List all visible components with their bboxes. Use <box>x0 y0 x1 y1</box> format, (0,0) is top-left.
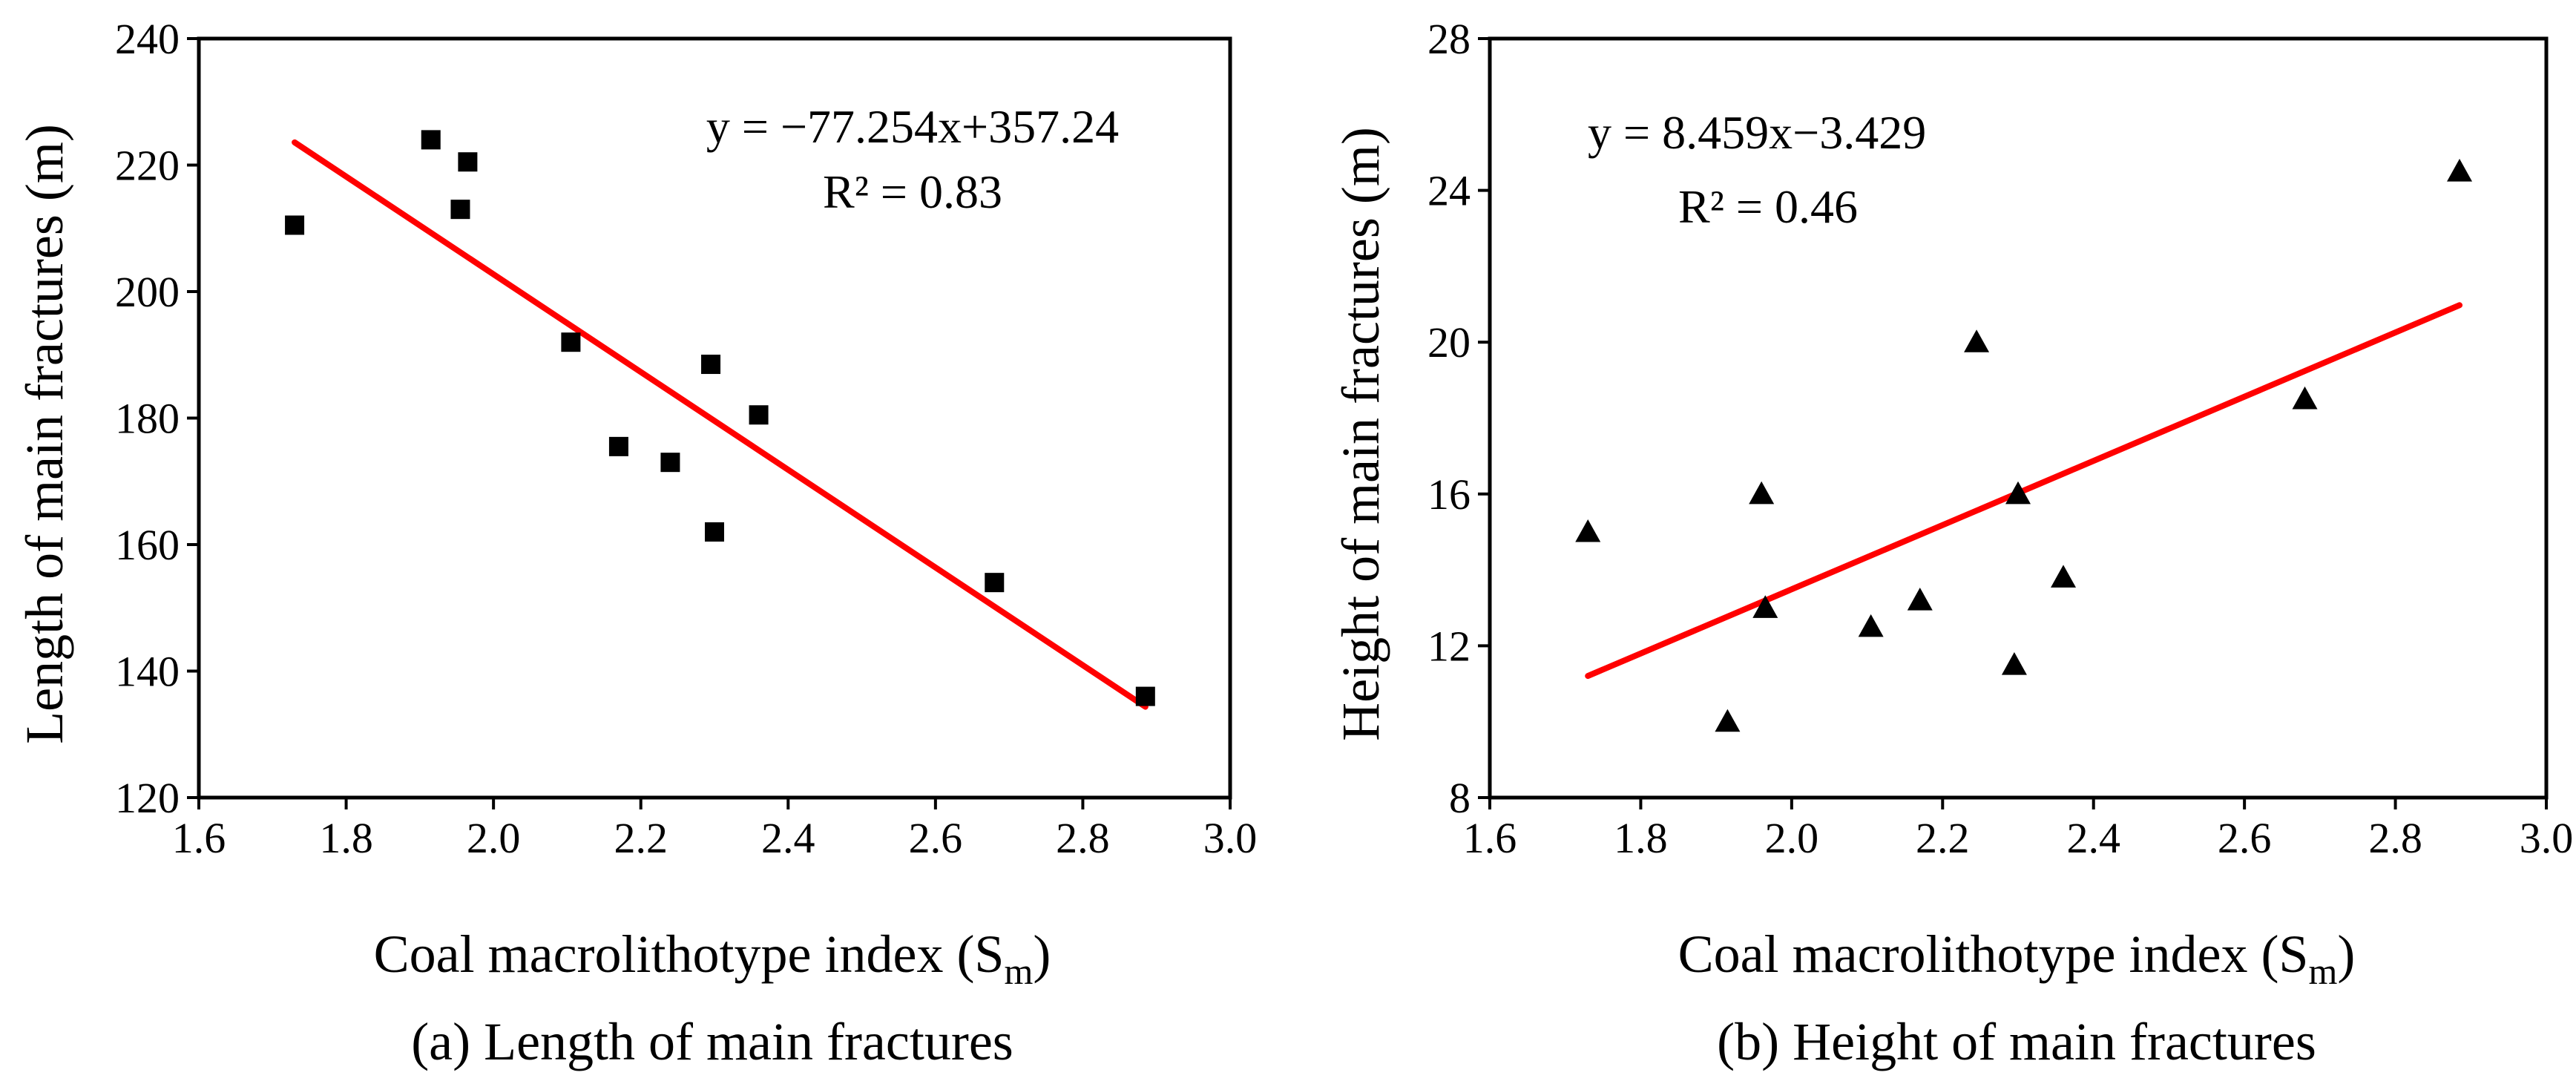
panel-a-r-squared: R² = 0.83 <box>823 165 1002 218</box>
panel-b-y-tick-label: 20 <box>1427 318 1471 367</box>
panel-a-y-tick-label: 120 <box>115 774 180 822</box>
panel-a-fit-line <box>292 139 1149 710</box>
panel-b-caption: (b) Height of main fractures <box>1717 1012 2316 1071</box>
panel-b-y-tick-label: 12 <box>1427 622 1471 670</box>
panel-b-data-point <box>1858 614 1884 637</box>
panel-a-data-point <box>749 405 769 425</box>
panel-b-x-tick-label: 1.8 <box>1614 814 1668 862</box>
panel-a-equation: y = −77.254x+357.24 <box>706 100 1119 153</box>
panel-b-data-point <box>2447 159 2473 182</box>
panel-a-data-point <box>285 215 305 235</box>
panel-b-equation: y = 8.459x−3.429 <box>1588 106 1926 159</box>
panel-a-y-tick-label: 140 <box>115 648 180 696</box>
panel-b-x-tick-label: 1.6 <box>1463 814 1517 862</box>
panel-a-length: 1.6 1.8 2.0 2.2 2.4 2.6 2.8 3.0 120 140 160 180 200 2… <box>15 15 1257 1071</box>
panel-a-y-tick-label: 220 <box>115 142 180 190</box>
panel-a-x-tick-label: 1.6 <box>172 814 226 862</box>
panel-a-plot-area: 1.6 1.8 2.0 2.2 2.4 2.6 2.8 3.0 120 140 160 180 200 2… <box>115 15 1257 862</box>
panel-a-y-axis-title: Length of main fractures (m) <box>15 124 74 744</box>
panel-a-data-point <box>450 200 470 220</box>
panel-a-y-tick-label: 240 <box>115 15 180 63</box>
panel-b-fit-line <box>1585 302 2463 680</box>
panel-a-y-tick-label: 160 <box>115 521 180 569</box>
panel-a-x-tick-label: 2.4 <box>761 814 815 862</box>
panel-a-data-point <box>660 453 680 473</box>
panel-b-x-tick-label: 2.6 <box>2218 814 2272 862</box>
panel-b-x-tick-label: 3.0 <box>2520 814 2574 862</box>
panel-a-y-tick-label: 180 <box>115 395 180 443</box>
panel-b-y-tick-label: 16 <box>1427 470 1471 519</box>
panel-b-x-axis-title-close: ) <box>2337 924 2355 984</box>
panel-a-data-point <box>561 332 581 352</box>
panel-a-x-tick-label: 2.0 <box>467 814 521 862</box>
panel-a-data-point <box>608 436 628 456</box>
panel-b-data-point <box>1752 595 1778 618</box>
panel-b-data-point <box>2292 386 2318 410</box>
panel-a-data-point <box>985 573 1005 593</box>
panel-b-r-squared: R² = 0.46 <box>1678 180 1858 233</box>
panel-b-x-tick-label: 2.2 <box>1916 814 1970 862</box>
panel-b-x-axis-title: Coal macrolithotype index (Sm) <box>1678 924 2356 992</box>
panel-b-x-tick-label: 2.0 <box>1765 814 1819 862</box>
panel-b-data-point <box>1964 329 1990 352</box>
panel-a-x-tick-label: 2.8 <box>1056 814 1110 862</box>
panel-b-data-point <box>1907 588 1933 611</box>
panel-a-x-tick-label: 1.8 <box>319 814 373 862</box>
panel-b-plot-area: 1.6 1.8 2.0 2.2 2.4 2.6 2.8 3.0 8 12 16 20 24 28 <box>1427 15 2573 862</box>
panel-b-height: 1.6 1.8 2.0 2.2 2.4 2.6 2.8 3.0 8 12 16 20 24 28 y = … <box>1331 15 2573 1071</box>
panel-a-x-axis-title-subscript: m <box>1004 950 1033 992</box>
panel-a-data-point <box>701 355 721 375</box>
panel-a-caption: (a) Length of main fractures <box>411 1012 1013 1071</box>
panel-b-x-tick-label: 2.4 <box>2066 814 2120 862</box>
panel-b-x-axis-title-main: Coal macrolithotype index (S <box>1678 924 2309 984</box>
panel-a-data-point <box>458 152 478 172</box>
panel-a-x-tick-label: 3.0 <box>1203 814 1258 862</box>
panel-b-x-axis-title-subscript: m <box>2308 950 2337 992</box>
panel-b-data-point <box>1715 709 1741 732</box>
panel-b-y-tick-label: 8 <box>1449 774 1471 822</box>
panel-b-data-point <box>2051 565 2077 588</box>
panel-a-x-tick-label: 2.6 <box>909 814 963 862</box>
panel-b-y-tick-label: 28 <box>1427 15 1471 63</box>
panel-a-x-axis-title-close: ) <box>1033 924 1051 984</box>
panel-a-x-axis-title: Coal macrolithotype index (Sm) <box>374 924 1051 992</box>
panel-a-data-point <box>705 522 724 542</box>
panel-b-y-axis-title: Height of main fractures (m) <box>1331 127 1390 741</box>
panel-a-data-point <box>421 130 441 150</box>
panel-b-data-point <box>1749 481 1775 505</box>
panel-b-data-point <box>2001 651 2027 675</box>
panel-a-data-point <box>1135 686 1155 706</box>
panel-b-frame <box>1488 36 2549 800</box>
panel-b-data-point <box>1575 519 1601 542</box>
panel-b-data-point <box>2005 481 2031 505</box>
panel-a-x-axis-title-main: Coal macrolithotype index (S <box>374 924 1005 984</box>
panel-a-x-tick-label: 2.2 <box>614 814 668 862</box>
panel-a-y-tick-label: 200 <box>115 268 180 316</box>
panel-b-x-tick-label: 2.8 <box>2368 814 2422 862</box>
panel-b-y-tick-label: 24 <box>1427 167 1471 215</box>
